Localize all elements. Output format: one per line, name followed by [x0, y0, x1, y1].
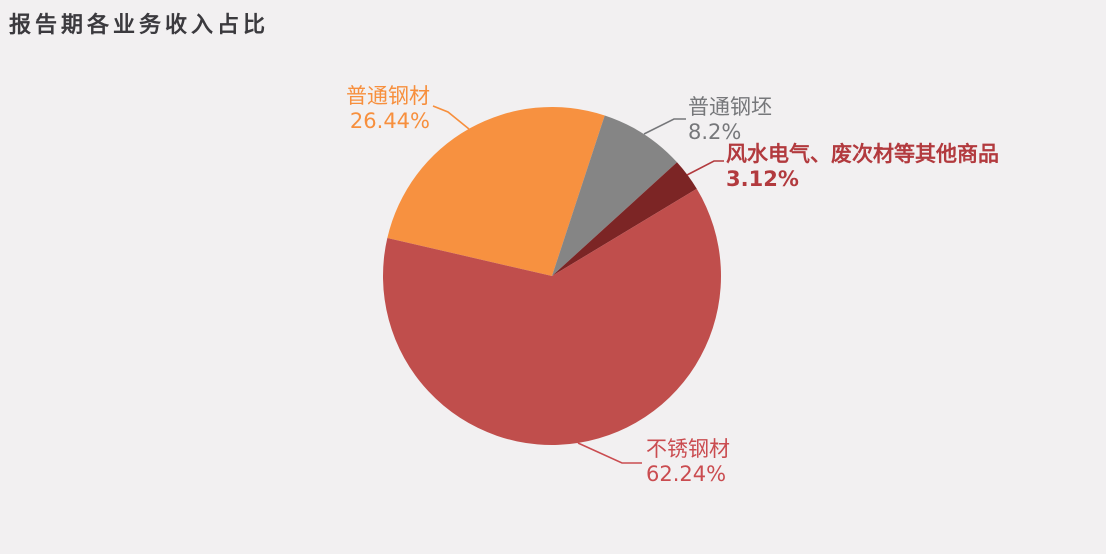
slice-label-percent: 62.24%: [646, 462, 727, 486]
label-leader-line: [432, 105, 470, 130]
slice-label-percent: 26.44%: [349, 109, 430, 133]
label-leader-line: [686, 160, 724, 176]
slice-label-percent: 8.2%: [688, 120, 742, 144]
slice-label-name: 风水电气、废次材等其他商品: [726, 142, 999, 166]
slice-label-putong-gangpi: 普通钢坯 8.2%: [688, 95, 772, 145]
slice-label-name: 不锈钢材: [646, 437, 730, 461]
slice-label-fengshui-dianqi: 风水电气、废次材等其他商品 3.12%: [726, 142, 999, 192]
pie-slice[interactable]: [552, 115, 678, 276]
slice-label-percent: 3.12%: [726, 167, 799, 191]
slice-label-putong-gangcai: 普通钢材 26.44%: [346, 84, 430, 134]
slice-label-buxiu-gangcai: 不锈钢材 62.24%: [646, 437, 730, 487]
label-leader-line: [577, 442, 642, 464]
pie-slice[interactable]: [382, 188, 721, 446]
pie-slice[interactable]: [552, 162, 697, 276]
slice-label-name: 普通钢材: [346, 84, 430, 108]
chart-title: 报告期各业务收入占比: [9, 13, 270, 38]
slice-label-name: 普通钢坯: [688, 95, 772, 119]
label-leader-line: [643, 118, 686, 135]
pie-slice[interactable]: [387, 106, 605, 277]
